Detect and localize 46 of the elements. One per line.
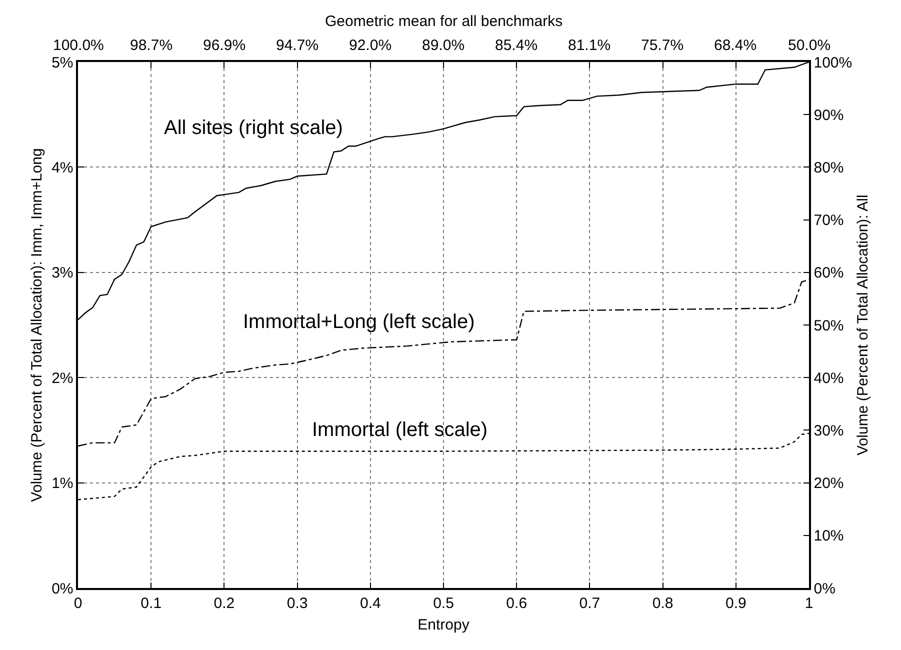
y2-axis-title: Volume (Percent of Total Allocation): All bbox=[854, 194, 872, 456]
text: 89.0% bbox=[422, 37, 465, 54]
y2-tick-label: 70% bbox=[814, 212, 844, 230]
y-axis-title: Volume (Percent of Total Allocation): Imm, Imm+Long bbox=[28, 148, 46, 502]
x-tick-label: 0.8 bbox=[652, 594, 674, 612]
text: 81.1% bbox=[568, 37, 611, 54]
text: 85.4% bbox=[495, 37, 538, 54]
annotation: Immortal (left scale) bbox=[312, 419, 488, 441]
text: 94.7% bbox=[276, 37, 319, 54]
text: 96.9% bbox=[203, 37, 246, 54]
x-tick-label: 0.4 bbox=[360, 594, 381, 612]
y-tick-label: 3% bbox=[52, 264, 74, 282]
text: 98.7% bbox=[130, 37, 173, 54]
x-axis-title: Entropy bbox=[418, 616, 470, 634]
y2-tick-label: 10% bbox=[814, 528, 844, 545]
x-tick-label: 0.3 bbox=[286, 594, 308, 612]
x-tick-label: 0.1 bbox=[140, 594, 162, 612]
x-tick-label: 0 bbox=[74, 594, 82, 612]
y-tick-label: 0% bbox=[52, 580, 74, 598]
x-tick-label: 0.9 bbox=[725, 594, 746, 612]
y2-tick-label: 40% bbox=[814, 370, 844, 387]
text: 75.7% bbox=[641, 37, 684, 54]
y2-tick-label: 60% bbox=[814, 264, 844, 282]
y2-tick-label: 90% bbox=[814, 106, 844, 124]
x-tick-label: 0.6 bbox=[506, 594, 528, 612]
annotation: All sites (right scale) bbox=[164, 117, 343, 139]
x-tick-label: 0.5 bbox=[433, 594, 454, 612]
y-tick-label: 4% bbox=[52, 159, 74, 176]
y2-tick-label: 0% bbox=[814, 580, 836, 598]
y-tick-label: 2% bbox=[52, 370, 74, 387]
y2-tick-label: 80% bbox=[814, 159, 844, 176]
y2-tick-label: 20% bbox=[814, 475, 844, 492]
x-tick-label: 0.2 bbox=[214, 594, 235, 612]
text: 50.0% bbox=[788, 37, 831, 54]
text: 68.4% bbox=[714, 37, 757, 54]
y2-tick-label: 50% bbox=[814, 317, 844, 334]
text: 92.0% bbox=[349, 37, 392, 54]
y-tick-label: 1% bbox=[52, 475, 74, 492]
x-tick-label: 1 bbox=[804, 594, 814, 612]
x2-axis-title: Geometric mean for all benchmarks bbox=[325, 13, 563, 30]
y2-tick-label: 30% bbox=[814, 422, 844, 440]
text: 100.0% bbox=[53, 37, 104, 54]
x-tick-label: 0.7 bbox=[579, 594, 600, 612]
annotation: Immortal+Long (left scale) bbox=[243, 311, 475, 333]
y-tick-label: 5% bbox=[52, 54, 74, 72]
y2-tick-label: 100% bbox=[814, 54, 852, 72]
